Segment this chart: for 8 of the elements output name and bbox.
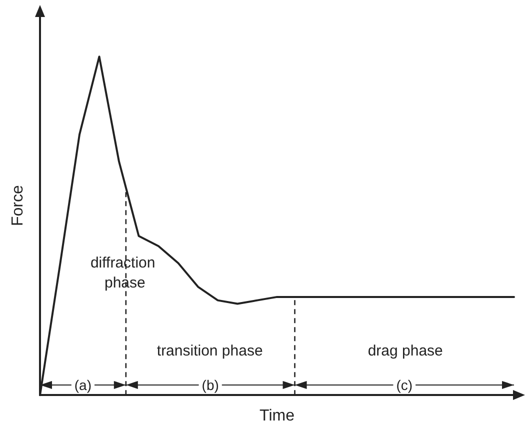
annotation: (a) (74, 376, 92, 393)
annotation: diffraction phase (90, 254, 160, 292)
y-axis-title: Force (10, 185, 26, 226)
annotation: (c) (396, 376, 413, 393)
x-axis-title: Time (260, 408, 295, 424)
annotation: drag phase (368, 342, 443, 360)
annotation: transition phase (156, 342, 263, 360)
annotation: (b) (202, 376, 219, 393)
